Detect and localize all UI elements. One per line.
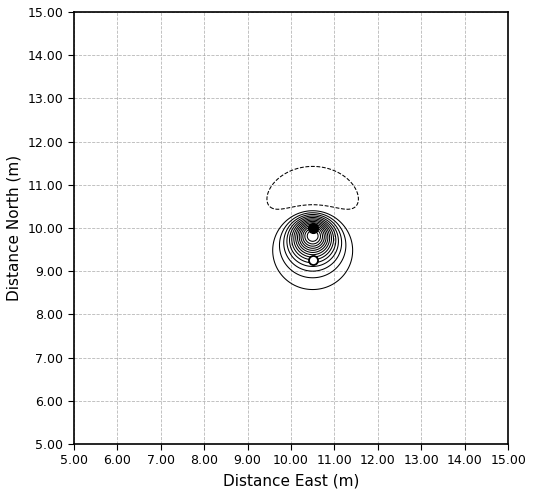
Y-axis label: Distance North (m): Distance North (m): [7, 155, 22, 301]
X-axis label: Distance East (m): Distance East (m): [223, 473, 359, 488]
